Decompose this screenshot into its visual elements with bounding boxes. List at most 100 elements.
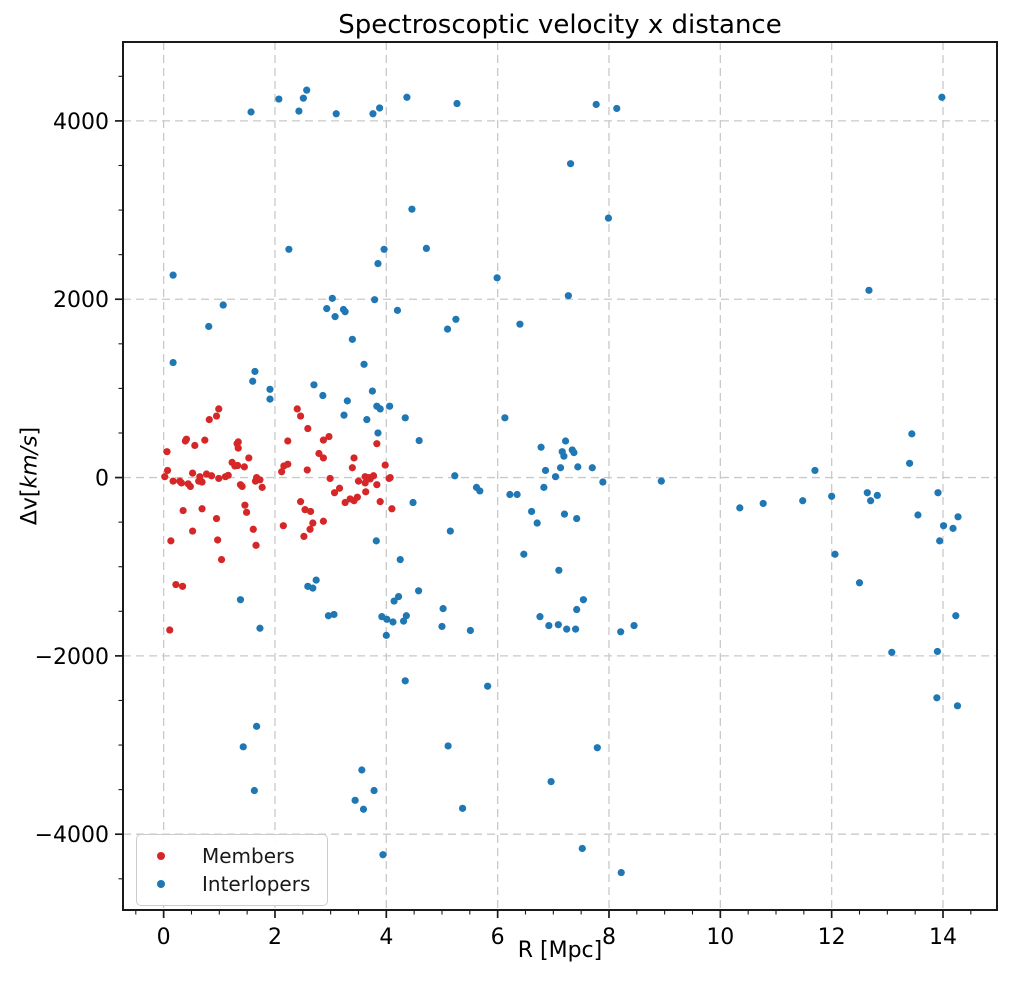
- data-point: [249, 525, 257, 533]
- data-point: [279, 522, 287, 530]
- data-point: [867, 497, 875, 505]
- data-point: [476, 487, 484, 495]
- data-point: [506, 490, 514, 499]
- data-point: [439, 605, 447, 613]
- data-point: [363, 416, 371, 424]
- data-point: [954, 513, 962, 521]
- data-point: [309, 519, 317, 527]
- data-point: [561, 437, 570, 445]
- data-point: [379, 851, 387, 859]
- y-tick-label: 4000: [53, 110, 109, 135]
- data-point: [604, 214, 613, 222]
- data-point: [293, 405, 301, 413]
- data-point: [579, 596, 587, 604]
- data-point: [573, 605, 581, 614]
- data-point: [466, 626, 474, 635]
- data-point: [315, 449, 323, 458]
- data-point: [169, 271, 177, 279]
- x-tick-label: 4: [379, 925, 393, 950]
- data-point: [402, 612, 410, 620]
- data-point: [266, 395, 274, 403]
- data-point: [214, 536, 222, 544]
- y-axis-label-units: km/s: [17, 435, 43, 489]
- legend-item-interlopers: Interlopers: [137, 870, 327, 898]
- data-point: [588, 464, 596, 472]
- data-point: [326, 474, 334, 483]
- data-point: [380, 245, 388, 253]
- data-point: [224, 471, 232, 479]
- data-point: [541, 466, 550, 475]
- data-point: [551, 473, 560, 481]
- data-point: [451, 472, 459, 480]
- data-point: [354, 477, 363, 485]
- data-point: [250, 786, 258, 795]
- data-point: [341, 308, 349, 316]
- data-point: [348, 464, 356, 472]
- data-point: [914, 511, 922, 519]
- data-point: [253, 722, 261, 730]
- x-tick-label: 12: [818, 925, 846, 950]
- data-point: [251, 367, 259, 376]
- data-point: [198, 505, 206, 513]
- data-point: [939, 522, 948, 530]
- data-point: [444, 742, 452, 750]
- data-point: [374, 259, 382, 268]
- data-point: [759, 499, 767, 508]
- data-point: [592, 100, 600, 109]
- data-point: [409, 498, 417, 507]
- data-point: [186, 482, 194, 491]
- data-point: [307, 507, 315, 516]
- data-point: [330, 610, 338, 619]
- data-point: [657, 477, 665, 485]
- data-point: [408, 205, 416, 213]
- data-point: [574, 463, 582, 471]
- data-point: [172, 580, 180, 589]
- data-point: [555, 566, 563, 574]
- data-point: [238, 482, 246, 491]
- data-point: [593, 744, 601, 752]
- data-point: [207, 472, 216, 480]
- data-point: [520, 550, 528, 558]
- y-tick-label: 0: [95, 467, 109, 492]
- y-axis-label-prefix: Δv[: [17, 488, 43, 526]
- data-point: [484, 682, 492, 690]
- data-point: [396, 555, 404, 564]
- data-point: [343, 397, 351, 405]
- data-point: [296, 412, 305, 420]
- data-point: [949, 524, 957, 532]
- data-point: [188, 527, 197, 535]
- data-point: [376, 405, 384, 413]
- data-point: [369, 110, 377, 118]
- data-point: [215, 474, 223, 483]
- data-point: [240, 463, 248, 471]
- data-point: [373, 440, 381, 448]
- data-point: [452, 315, 460, 323]
- data-point: [309, 584, 317, 592]
- data-point: [573, 514, 581, 523]
- data-point: [348, 335, 356, 343]
- data-point: [304, 424, 312, 433]
- data-point: [389, 618, 397, 626]
- legend-item-members: Members: [137, 842, 327, 870]
- data-point: [383, 615, 391, 623]
- y-tick-label: −4000: [35, 823, 109, 848]
- data-point: [303, 466, 311, 474]
- members-marker-icon: [157, 852, 165, 860]
- data-point: [564, 292, 572, 300]
- data-point: [599, 478, 607, 486]
- data-point: [393, 306, 402, 314]
- data-point: [422, 244, 430, 253]
- x-tick-label: 0: [157, 925, 171, 950]
- data-point: [908, 430, 916, 438]
- data-point: [169, 477, 177, 485]
- data-point: [234, 438, 242, 446]
- data-point: [178, 582, 187, 590]
- data-point: [278, 468, 286, 476]
- data-point: [266, 385, 274, 393]
- data-point: [863, 489, 871, 497]
- data-point: [215, 405, 223, 413]
- data-point: [301, 506, 309, 514]
- data-point: [556, 464, 565, 472]
- data-point: [373, 481, 381, 489]
